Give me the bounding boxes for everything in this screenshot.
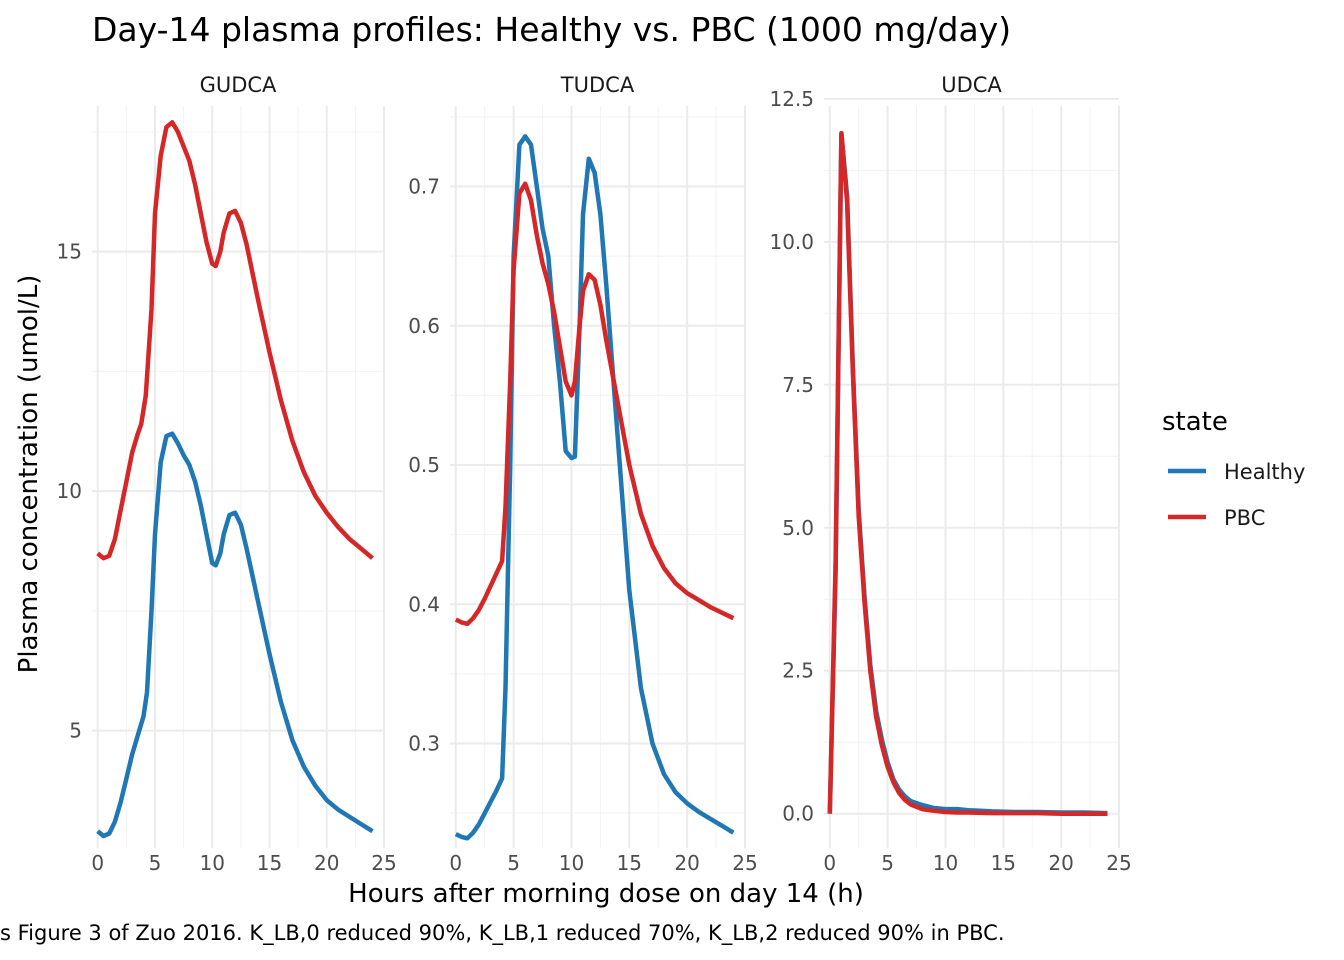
- panel-gudca: 0 5 10 15 20 25 5 10 15 GUDCA: [57, 73, 397, 875]
- legend: state Healthy PBC: [1162, 407, 1305, 530]
- y-tick-label: 0.6: [408, 314, 440, 338]
- series-line-healthy-tudca: [454, 134, 735, 841]
- y-tick-label: 5.0: [782, 516, 814, 540]
- series-line-pbc-gudca: [96, 120, 374, 561]
- y-tick-label: 5: [69, 719, 82, 743]
- x-tick-label: 20: [1048, 851, 1073, 875]
- legend-label-pbc: PBC: [1224, 506, 1265, 530]
- x-tick-label: 25: [732, 851, 757, 875]
- panel-strip-label: UDCA: [941, 73, 1002, 97]
- x-tick-label: 10: [200, 851, 225, 875]
- x-tick-label: 15: [617, 851, 642, 875]
- y-tick-label: 15: [57, 240, 82, 264]
- y-tick-label: 12.5: [769, 87, 814, 111]
- y-tick-label: 0.3: [408, 732, 440, 756]
- y-tick-label: 0.4: [408, 592, 440, 616]
- y-tick-label: 10.0: [769, 230, 814, 254]
- series-line-pbc-tudca: [454, 181, 735, 627]
- legend-label-healthy: Healthy: [1224, 460, 1305, 484]
- y-tick-label: 7.5: [782, 373, 814, 397]
- y-axis-title: Plasma concentration (umol/L): [14, 275, 44, 674]
- x-tick-label: 25: [371, 851, 396, 875]
- series-line-healthy-udca: [827, 130, 1108, 816]
- x-tick-label: 0: [823, 851, 836, 875]
- legend-title: state: [1162, 407, 1228, 437]
- x-tick-label: 5: [881, 851, 894, 875]
- y-tick-label: 0.7: [408, 175, 440, 199]
- x-tick-label: 15: [257, 851, 282, 875]
- series-line-pbc-udca: [827, 130, 1108, 816]
- series-line-healthy-gudca: [96, 431, 374, 839]
- chart-title: Day-14 plasma profiles: Healthy vs. PBC …: [92, 10, 1011, 49]
- panel-tudca: 0 5 10 15 20 25 0.3 0.4 0.5 0.6 0.7 TUDCA: [408, 73, 758, 875]
- panel-strip-label: GUDCA: [200, 73, 277, 97]
- x-tick-label: 10: [559, 851, 584, 875]
- x-axis-title: Hours after morning dose on day 14 (h): [348, 879, 864, 909]
- x-tick-label: 15: [991, 851, 1016, 875]
- x-tick-label: 0: [449, 851, 462, 875]
- x-tick-label: 10: [933, 851, 958, 875]
- panel-udca: 0 5 10 15 20 25 0.0 2.5 5.0 7.5 10.0 12.5 UDCA: [769, 73, 1131, 875]
- x-tick-label: 5: [149, 851, 162, 875]
- y-tick-label: 10: [57, 479, 82, 503]
- panel-strip-label: TUDCA: [560, 73, 635, 97]
- x-tick-label: 5: [507, 851, 520, 875]
- y-tick-label: 2.5: [782, 659, 814, 683]
- chart-caption: s Figure 3 of Zuo 2016. K_LB,0 reduced 9…: [0, 921, 1005, 946]
- y-tick-label: 0.5: [408, 453, 440, 477]
- x-tick-label: 0: [91, 851, 104, 875]
- x-tick-label: 25: [1106, 851, 1131, 875]
- y-tick-label: 0.0: [782, 802, 814, 826]
- x-tick-label: 20: [314, 851, 339, 875]
- x-tick-label: 20: [674, 851, 699, 875]
